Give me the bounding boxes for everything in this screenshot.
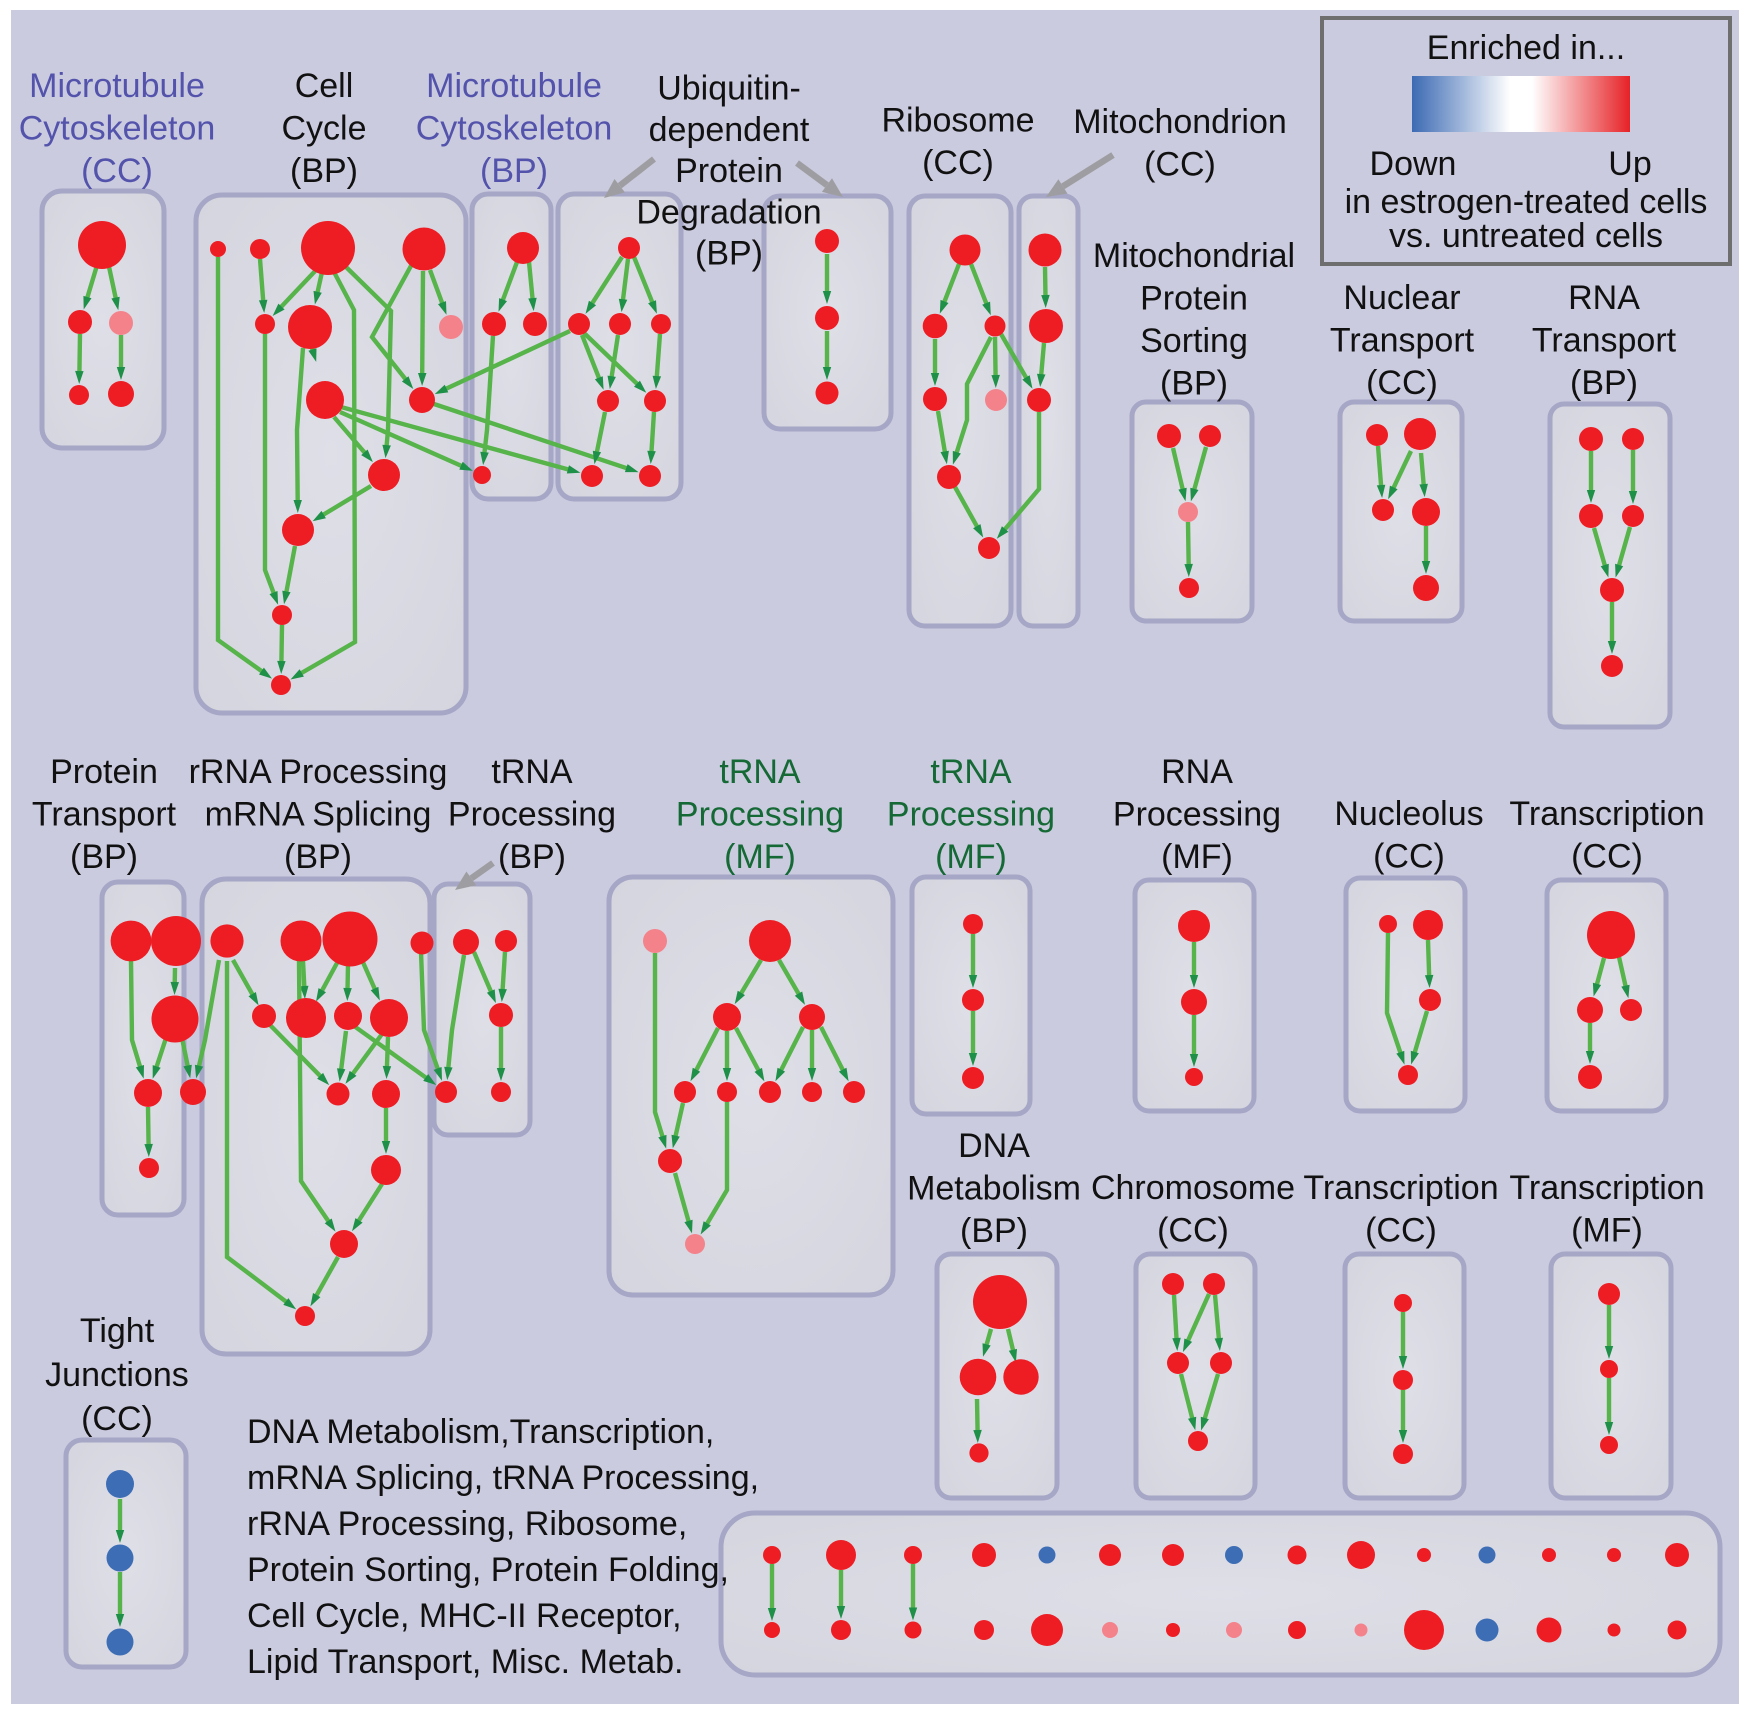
svg-text:Protein Sorting, Protein Foldi: Protein Sorting, Protein Folding, — [247, 1551, 729, 1589]
svg-text:Microtubule: Microtubule — [29, 67, 205, 105]
svg-text:(CC): (CC) — [922, 144, 994, 182]
svg-text:Nuclear: Nuclear — [1343, 279, 1460, 317]
svg-text:(CC): (CC) — [1366, 364, 1438, 402]
svg-text:Down: Down — [1370, 145, 1457, 183]
svg-text:Ribosome: Ribosome — [881, 102, 1034, 140]
svg-text:Protein: Protein — [50, 753, 158, 791]
svg-text:(BP): (BP) — [1570, 364, 1638, 402]
svg-text:rRNA Processing: rRNA Processing — [189, 753, 448, 791]
svg-text:Tight: Tight — [80, 1312, 155, 1350]
svg-text:Mitochondrial: Mitochondrial — [1093, 237, 1295, 275]
svg-text:tRNA: tRNA — [930, 753, 1012, 791]
svg-text:in estrogen-treated cells: in estrogen-treated cells — [1345, 183, 1708, 221]
svg-text:tRNA: tRNA — [491, 753, 573, 791]
svg-text:(BP): (BP) — [1160, 365, 1228, 403]
svg-text:Processing: Processing — [448, 796, 616, 834]
svg-text:Metabolism: Metabolism — [907, 1170, 1081, 1208]
svg-text:Cytoskeleton: Cytoskeleton — [19, 110, 216, 148]
svg-text:Transport: Transport — [1532, 322, 1677, 360]
svg-text:(MF): (MF) — [1571, 1212, 1643, 1250]
svg-text:(CC): (CC) — [1157, 1212, 1229, 1250]
svg-text:Processing: Processing — [1113, 796, 1281, 834]
svg-text:(CC): (CC) — [1373, 838, 1445, 876]
svg-text:Cell Cycle, MHC-II Receptor,: Cell Cycle, MHC-II Receptor, — [247, 1597, 682, 1635]
svg-text:DNA Metabolism,Transcription,: DNA Metabolism,Transcription, — [247, 1413, 714, 1451]
svg-text:Processing: Processing — [887, 796, 1055, 834]
svg-text:Processing: Processing — [676, 796, 844, 834]
svg-text:(CC): (CC) — [1571, 838, 1643, 876]
svg-text:(BP): (BP) — [695, 235, 763, 273]
svg-text:vs. untreated cells: vs. untreated cells — [1389, 217, 1663, 255]
svg-text:Transport: Transport — [32, 796, 177, 834]
svg-text:Transcription: Transcription — [1509, 795, 1704, 833]
svg-text:Transcription: Transcription — [1303, 1169, 1498, 1207]
svg-text:(CC): (CC) — [81, 1400, 153, 1438]
svg-text:Transport: Transport — [1330, 322, 1475, 360]
svg-text:(MF): (MF) — [1161, 838, 1233, 876]
svg-text:(BP): (BP) — [70, 838, 138, 876]
svg-text:Ubiquitin-: Ubiquitin- — [657, 70, 801, 108]
svg-text:Sorting: Sorting — [1140, 322, 1248, 360]
svg-text:Protein: Protein — [1140, 280, 1248, 318]
svg-text:dependent: dependent — [649, 111, 810, 149]
svg-text:tRNA: tRNA — [719, 753, 801, 791]
svg-text:Cycle: Cycle — [281, 110, 366, 148]
svg-text:Junctions: Junctions — [45, 1356, 189, 1394]
svg-text:Transcription: Transcription — [1509, 1169, 1704, 1207]
svg-text:Enriched in...: Enriched in... — [1427, 29, 1625, 67]
svg-text:Microtubule: Microtubule — [426, 67, 602, 105]
svg-text:(BP): (BP) — [290, 152, 358, 190]
svg-text:Degradation: Degradation — [636, 193, 821, 231]
svg-text:mRNA Splicing: mRNA Splicing — [205, 796, 432, 834]
svg-text:DNA: DNA — [958, 1127, 1030, 1165]
svg-text:Chromosome: Chromosome — [1091, 1169, 1295, 1207]
svg-text:RNA: RNA — [1161, 753, 1233, 791]
svg-text:Up: Up — [1608, 145, 1651, 183]
svg-text:(MF): (MF) — [935, 838, 1007, 876]
svg-text:(CC): (CC) — [1365, 1212, 1437, 1250]
svg-text:Cytoskeleton: Cytoskeleton — [416, 110, 613, 148]
svg-text:Protein: Protein — [675, 152, 783, 190]
svg-text:Lipid Transport, Misc. Metab.: Lipid Transport, Misc. Metab. — [247, 1643, 684, 1681]
svg-text:(CC): (CC) — [1144, 146, 1216, 184]
svg-text:RNA: RNA — [1568, 279, 1640, 317]
svg-text:(CC): (CC) — [81, 152, 153, 190]
svg-text:(BP): (BP) — [498, 838, 566, 876]
svg-text:(MF): (MF) — [724, 838, 796, 876]
svg-text:Cell: Cell — [295, 67, 354, 105]
svg-text:Mitochondrion: Mitochondrion — [1073, 103, 1287, 141]
svg-text:rRNA Processing, Ribosome,: rRNA Processing, Ribosome, — [247, 1505, 687, 1543]
svg-text:(BP): (BP) — [960, 1212, 1028, 1250]
svg-text:(BP): (BP) — [284, 838, 352, 876]
svg-text:Nucleolus: Nucleolus — [1334, 795, 1483, 833]
svg-text:mRNA Splicing, tRNA Processing: mRNA Splicing, tRNA Processing, — [247, 1459, 759, 1497]
svg-text:(BP): (BP) — [480, 152, 548, 190]
